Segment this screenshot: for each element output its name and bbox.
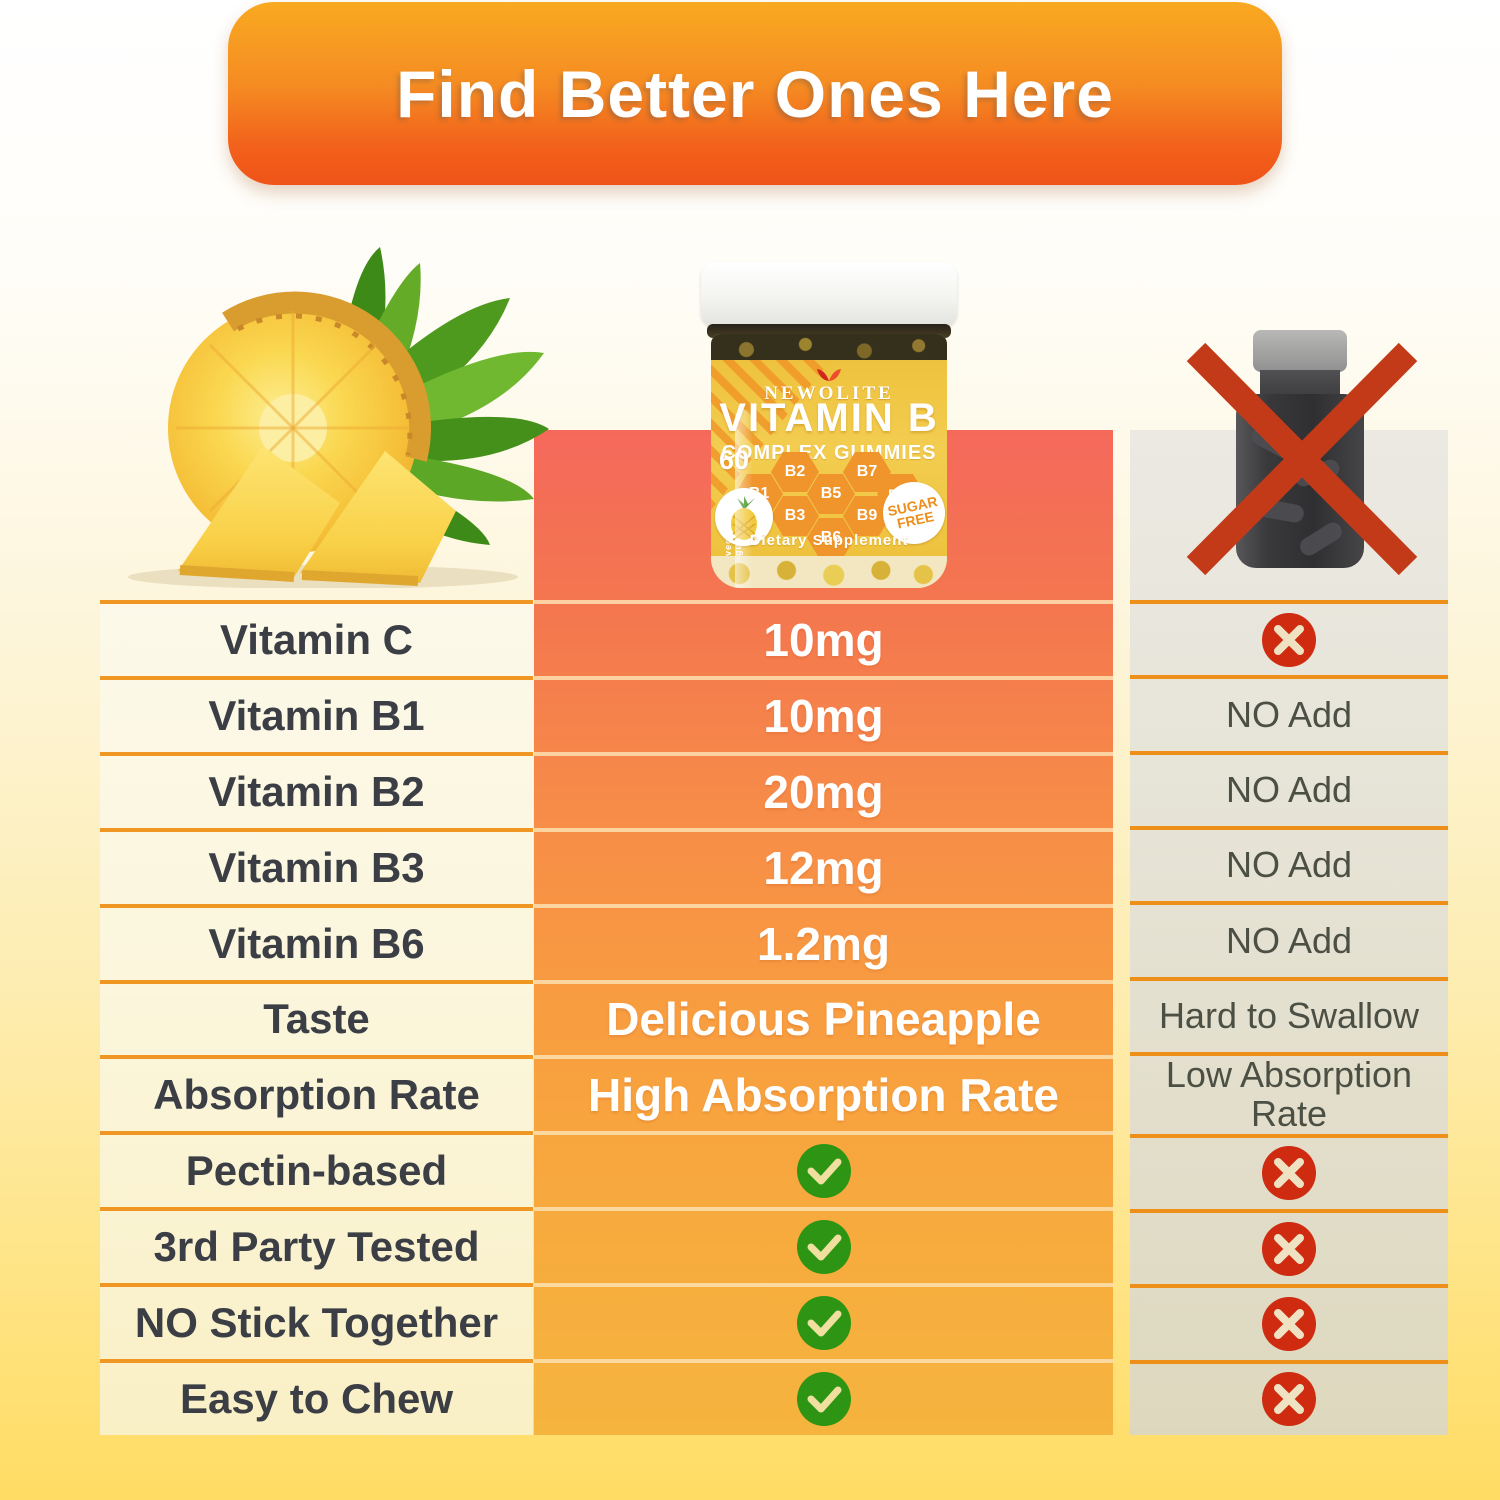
table-row: NO Stick Together: [100, 1283, 533, 1359]
table-row: [534, 1207, 1113, 1283]
table-row: [534, 1131, 1113, 1207]
product-jar: NEWOLITE VITAMIN B COMPLEX GUMMIES B1B2B…: [695, 262, 963, 588]
vitamin-badge: B6: [807, 518, 855, 558]
product-value: 10mg: [763, 613, 884, 666]
product-value: 1.2mg: [757, 917, 890, 970]
row-label: Vitamin B6: [208, 919, 425, 967]
product-value: 12mg: [763, 841, 884, 894]
jar-body: NEWOLITE VITAMIN B COMPLEX GUMMIES B1B2B…: [711, 334, 947, 588]
cross-icon: [1262, 1146, 1316, 1201]
competitor-value: NO Add: [1225, 844, 1353, 886]
pineapple-image: [128, 247, 549, 588]
table-row: Low Absorption Rate: [1130, 1051, 1448, 1134]
check-icon: [796, 1144, 851, 1199]
banner-title: Find Better Ones Here: [396, 56, 1114, 131]
table-row: Pectin-based: [100, 1131, 533, 1207]
competitor-value: Hard to Swallow: [1158, 994, 1420, 1036]
table-row: [1130, 1209, 1448, 1284]
table-row: [1130, 1284, 1448, 1359]
vitamin-badge: B5: [807, 474, 855, 514]
bottle-cap: [1253, 330, 1347, 372]
table-row: NO Add: [1130, 750, 1448, 826]
cross-icon: [1262, 612, 1316, 667]
row-label: Vitamin B3: [208, 843, 425, 891]
jar-lid: [701, 262, 957, 326]
cross-icon: [1262, 1297, 1316, 1352]
table-row: NO Add: [1130, 675, 1448, 750]
labels-column: Vitamin C Vitamin B1 Vitamin B2 Vitamin B3 V…: [100, 600, 533, 1435]
bottle-neck: [1260, 370, 1340, 398]
table-row: High Absorption Rate: [534, 1055, 1113, 1131]
gummies-top: [711, 334, 947, 360]
table-row: Absorption Rate: [100, 1055, 533, 1131]
leaf-logo-icon: [817, 369, 841, 381]
check-icon: [796, 1372, 851, 1427]
competitor-value: NO Add: [1225, 768, 1353, 810]
product-value: 10mg: [763, 689, 884, 742]
vitamin-badge: B3: [771, 496, 819, 536]
gummy-count: 60: [719, 445, 750, 475]
table-row: Vitamin B6: [100, 903, 533, 980]
table-row: Delicious Pineapple: [534, 979, 1113, 1056]
dietary-supplement-label: Dietary Supplement: [749, 532, 909, 549]
competitor-value: NO Add: [1225, 919, 1353, 961]
row-label: Pectin-based: [185, 1147, 448, 1195]
row-label: NO Stick Together: [134, 1299, 499, 1347]
product-value: Delicious Pineapple: [606, 993, 1041, 1046]
table-row: Taste: [100, 979, 533, 1056]
table-row: 1.2mg: [534, 903, 1113, 980]
labels-column-background: [100, 600, 533, 1435]
check-icon: [796, 1220, 851, 1275]
competitor-column: NO Add NO Add NO Add NO Add Hard to Swallow L…: [1130, 600, 1448, 1435]
banner: Find Better Ones Here: [228, 2, 1282, 185]
row-label: Absorption Rate: [153, 1071, 480, 1119]
table-row: Vitamin B2: [100, 751, 533, 828]
product-column: 10mg 10mg 20mg 12mg 1.2mg Delicious Pineapple…: [534, 600, 1113, 1435]
table-row: Hard to Swallow: [1130, 976, 1448, 1052]
competitor-value: Low Absorption Rate: [1165, 1053, 1413, 1134]
check-icon: [796, 1296, 851, 1351]
product-title: VITAMIN B: [719, 396, 939, 440]
table-row: [1130, 1359, 1448, 1435]
row-label: Easy to Chew: [179, 1375, 454, 1423]
table-row: Vitamin C: [100, 600, 533, 676]
gummies-bottom: [711, 556, 947, 588]
competitor-value: NO Add: [1225, 693, 1353, 735]
table-row: Easy to Chew: [100, 1359, 533, 1435]
cross-icon: [1262, 1372, 1316, 1427]
red-cross-icon: [1186, 342, 1418, 576]
table-row: [1130, 1133, 1448, 1209]
cross-icon: [1262, 1221, 1316, 1276]
table-row: [1130, 600, 1448, 675]
brand-name: NEWOLITE: [764, 383, 894, 404]
product-value: High Absorption Rate: [587, 1069, 1060, 1122]
row-label: Vitamin C: [220, 615, 413, 663]
row-label: 3rd Party Tested: [153, 1223, 480, 1271]
table-row: NO Add: [1130, 825, 1448, 901]
table-row: Vitamin B3: [100, 827, 533, 904]
table-row: 10mg: [534, 675, 1113, 752]
row-label: Vitamin B1: [208, 691, 425, 739]
table-row: 10mg: [534, 600, 1113, 676]
table-row: Vitamin B1: [100, 675, 533, 752]
table-row: 20mg: [534, 751, 1113, 828]
table-row: [534, 1359, 1113, 1435]
product-value: 20mg: [763, 765, 884, 818]
table-row: 12mg: [534, 827, 1113, 904]
table-row: NO Add: [1130, 901, 1448, 976]
row-label: Taste: [263, 995, 370, 1043]
table-row: [534, 1283, 1113, 1359]
row-label: Vitamin B2: [208, 767, 425, 815]
table-row: 3rd Party Tested: [100, 1207, 533, 1283]
jar-label: NEWOLITE VITAMIN B COMPLEX GUMMIES B1B2B…: [711, 360, 947, 558]
